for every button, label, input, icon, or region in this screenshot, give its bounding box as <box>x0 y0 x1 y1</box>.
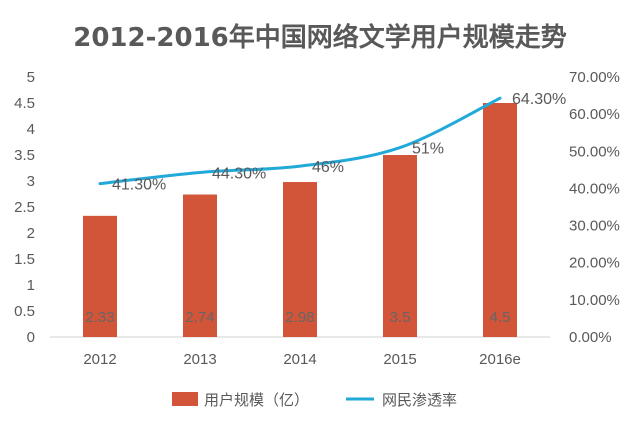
right-axis-tick-label: 60.00% <box>569 106 620 123</box>
left-axis-tick-label: 4.5 <box>14 95 35 112</box>
right-axis: 0.00% 10.00% 20.00% 30.00% 40.00% 50.00% 60.00… <box>569 69 620 346</box>
left-axis: 0 0.5 1 1.5 2 2.5 3 3.5 4 4.5 5 <box>14 69 35 346</box>
bar <box>83 215 117 337</box>
chart-title: 2012-2016年中国网络文学用户规模走势 <box>73 22 567 53</box>
bar-data-label: 2.33 <box>85 309 114 326</box>
bar <box>383 155 417 337</box>
legend-line-label: 网民渗透率 <box>382 391 457 409</box>
line-data-label: 41.30% <box>112 177 166 194</box>
right-axis-tick-label: 10.00% <box>569 292 620 309</box>
left-axis-tick-label: 3 <box>27 173 35 190</box>
left-axis-tick-label: 0 <box>27 329 35 346</box>
right-axis-tick-label: 40.00% <box>569 180 620 197</box>
bar <box>183 194 217 337</box>
x-axis-tick-label: 2013 <box>183 351 216 368</box>
right-axis-tick-label: 50.00% <box>569 143 620 160</box>
bar <box>483 103 517 337</box>
left-axis-tick-label: 1.5 <box>14 251 35 268</box>
x-axis-tick-label: 2016e <box>479 351 521 368</box>
x-axis-tick-label: 2012 <box>83 351 116 368</box>
bar-data-label: 4.5 <box>490 309 511 326</box>
x-axis-tick-label: 2014 <box>283 351 316 368</box>
line-data-label: 51% <box>412 141 444 158</box>
legend-bar-label: 用户规模（亿） <box>204 391 309 409</box>
line-data-label: 64.30% <box>512 91 566 108</box>
right-axis-tick-label: 0.00% <box>569 329 612 346</box>
legend: 用户规模（亿） 网民渗透率 <box>172 391 457 409</box>
left-axis-tick-label: 4 <box>27 121 35 138</box>
left-axis-tick-label: 5 <box>27 69 35 86</box>
left-axis-tick-label: 2.5 <box>14 199 35 216</box>
legend-bar-swatch <box>172 392 198 406</box>
left-axis-tick-label: 0.5 <box>14 303 35 320</box>
bar <box>283 182 317 337</box>
left-axis-tick-label: 2 <box>27 225 35 242</box>
bar-data-label: 3.5 <box>390 309 411 326</box>
x-axis-tick-label: 2015 <box>383 351 416 368</box>
left-axis-tick-label: 3.5 <box>14 147 35 164</box>
line-data-labels: 41.30% 44.30% 46% 51% 64.30% <box>112 91 566 193</box>
x-axis-ticks: 2012 2013 2014 2015 2016e <box>83 351 521 368</box>
line-data-label: 44.30% <box>212 165 266 182</box>
right-axis-tick-label: 30.00% <box>569 218 620 235</box>
bar-data-label: 2.98 <box>285 309 314 326</box>
bar-data-labels: 2.33 2.74 2.98 3.5 4.5 <box>85 309 510 326</box>
left-axis-tick-label: 1 <box>27 277 35 294</box>
right-axis-tick-label: 70.00% <box>569 69 620 86</box>
bar-data-label: 2.74 <box>185 309 214 326</box>
line-data-label: 46% <box>312 159 344 176</box>
right-axis-tick-label: 20.00% <box>569 255 620 272</box>
bar-series <box>83 103 517 337</box>
line-series <box>98 96 502 186</box>
